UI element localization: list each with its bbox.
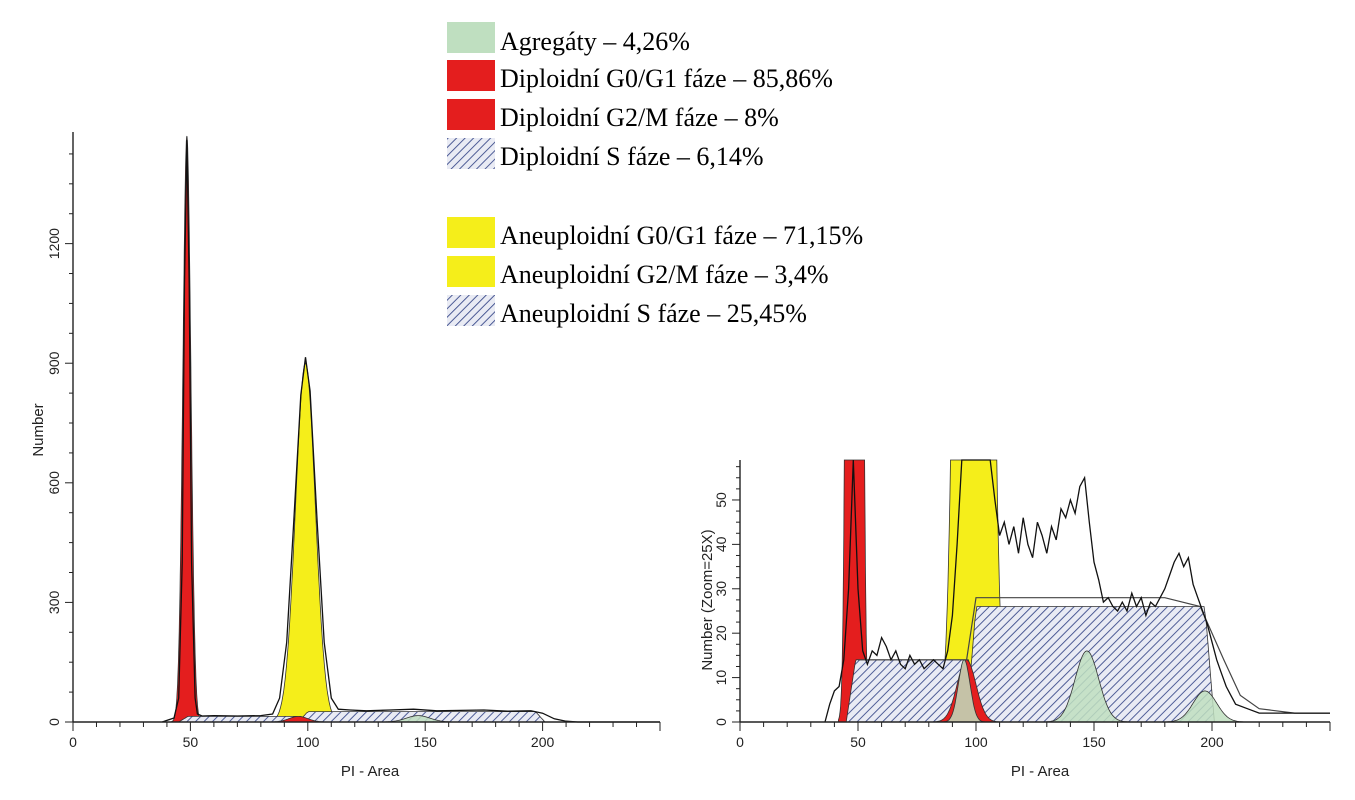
x-tick-label: 150 <box>414 734 438 750</box>
legend-label-aggregates: Agregáty – 4,26% <box>500 27 690 56</box>
legend-swatch-diploid-g0g1 <box>447 60 495 91</box>
legend-item-diploid-s: Diploidní S fáze – 6,14% <box>447 138 764 171</box>
legend-item-diploid-g2m: Diploidní G2/M fáze – 8% <box>447 99 779 132</box>
model-envelope-line <box>858 597 1330 714</box>
x-tick-label: 0 <box>736 734 744 750</box>
x-axis-title: PI - Area <box>341 763 400 780</box>
y-tick-label: 0 <box>713 718 729 726</box>
legend-swatch-aneuploid-g0g1 <box>447 217 495 248</box>
x-tick-label: 50 <box>850 734 866 750</box>
legend-label-diploid-g2m: Diploidní G2/M fáze – 8% <box>500 103 779 132</box>
legend-label-diploid-s: Diploidní S fáze – 6,14% <box>500 142 764 171</box>
legend-label-diploid-g0g1: Diploidní G0/G1 fáze – 85,86% <box>500 64 833 93</box>
legend-label-aneuploid-g2m: Aneuploidní G2/M fáze – 3,4% <box>500 260 829 289</box>
histogram-zoomed: 0 50 100 150 200 0 10 20 30 40 50 PI - Area Number… <box>699 459 1331 780</box>
legend-item-aneuploid-g2m: Aneuploidní G2/M fáze – 3,4% <box>447 256 829 289</box>
legend-item-diploid-g0g1: Diploidní G0/G1 fáze – 85,86% <box>447 60 833 93</box>
legend-item-aneuploid-s: Aneuploidní S fáze – 25,45% <box>447 295 807 328</box>
legend-label-aneuploid-g0g1: Aneuploidní G0/G1 fáze – 71,15% <box>500 221 863 250</box>
component-diploidn-g0-g1 <box>838 459 871 723</box>
y-tick-label: 300 <box>46 591 62 615</box>
y-axis-title: Number <box>30 403 47 456</box>
histogram-line <box>824 459 1330 723</box>
legend-swatch-aneuploid-g2m <box>447 256 495 287</box>
y-tick-label: 1200 <box>46 228 62 259</box>
legend-swatch-aggregates <box>447 22 495 53</box>
x-tick-label: 100 <box>296 734 320 750</box>
x-axis-title: PI - Area <box>1011 763 1070 780</box>
component-aneuploidn-g0-g1 <box>265 362 346 723</box>
x-tick-label: 50 <box>183 734 199 750</box>
legend-swatch-diploid-s <box>447 138 495 169</box>
y-tick-label: 20 <box>713 625 729 641</box>
y-tick-label: 900 <box>46 351 62 375</box>
legend-label-aneuploid-s: Aneuploidní S fáze – 25,45% <box>500 299 807 328</box>
legend-swatch-diploid-g2m <box>447 99 495 130</box>
legend-swatch-aneuploid-s <box>447 295 495 326</box>
y-tick-label: 30 <box>713 581 729 597</box>
legend-item-aggregates: Agregáty – 4,26% <box>447 22 690 56</box>
x-tick-label: 0 <box>69 734 77 750</box>
y-tick-label: 50 <box>713 492 729 508</box>
y-tick-label: 10 <box>713 670 729 686</box>
x-tick-label: 200 <box>1200 734 1224 750</box>
y-tick-label: 40 <box>713 536 729 552</box>
x-tick-label: 200 <box>531 734 555 750</box>
x-tick-label: 150 <box>1082 734 1106 750</box>
component-agreg-ty <box>1039 650 1135 723</box>
histogram-line <box>161 139 660 723</box>
y-tick-label: 0 <box>46 718 62 726</box>
legend: Agregáty – 4,26% Diploidní G0/G1 fáze – … <box>447 22 863 328</box>
histogram-full-scale: 0 50 100 150 200 0 300 600 900 1200 PI - Area Num… <box>30 132 661 780</box>
component-diploidn-g0-g1 <box>170 135 204 723</box>
y-tick-label: 600 <box>46 471 62 495</box>
component-agreg-ty <box>1157 690 1253 723</box>
y-axis-title: Number (Zoom=25X) <box>699 529 716 670</box>
x-tick-label: 100 <box>964 734 988 750</box>
legend-item-aneuploid-g0g1: Aneuploidní G0/G1 fáze – 71,15% <box>447 217 863 250</box>
